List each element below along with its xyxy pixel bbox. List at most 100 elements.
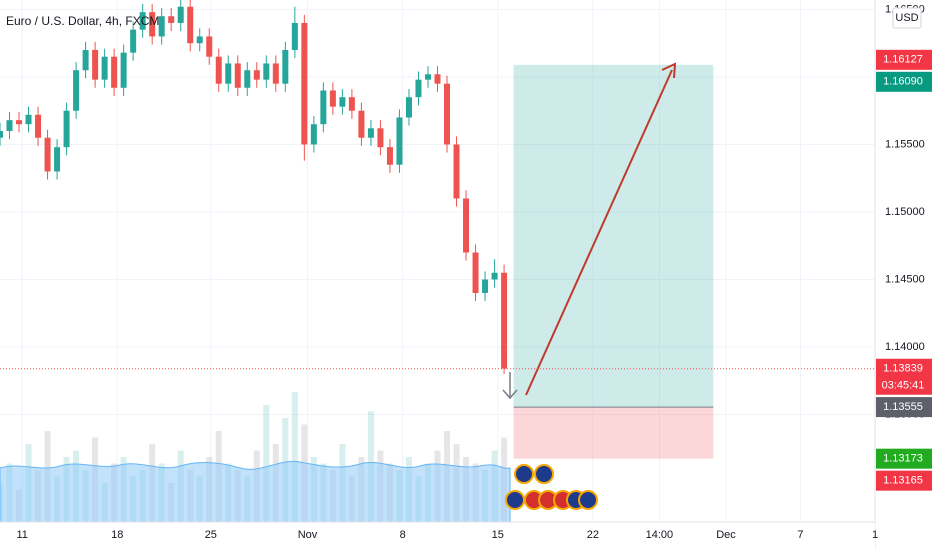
- candle-body: [149, 12, 156, 37]
- candle-body: [101, 56, 108, 80]
- x-tick-label: 25: [205, 529, 217, 541]
- x-tick-label: 7: [797, 529, 803, 541]
- candle-body: [244, 70, 251, 88]
- candle-body: [234, 63, 241, 88]
- candle-body: [501, 272, 508, 369]
- candle-body: [272, 63, 279, 84]
- price-label-bg: [876, 448, 932, 469]
- price-label-bg: [876, 49, 932, 70]
- axes: 1.165001.160001.155001.150001.145001.140…: [16, 3, 924, 541]
- arrow-head: [661, 62, 677, 79]
- price-label: 1.13173: [883, 453, 923, 465]
- currency-label[interactable]: USD: [895, 12, 918, 24]
- currency-button[interactable]: [892, 7, 922, 29]
- candle-body: [6, 120, 13, 131]
- candle-body: [472, 252, 479, 294]
- candle-body: [225, 63, 232, 84]
- y-tick-label: 1.15000: [885, 206, 925, 218]
- candle-body: [263, 63, 270, 80]
- candle-body: [310, 124, 317, 145]
- y-tick-label: 1.14000: [885, 341, 925, 353]
- candle-body: [0, 130, 3, 138]
- candle-body: [25, 114, 32, 125]
- time-axis-bg: [0, 522, 875, 550]
- candle-body: [301, 22, 308, 145]
- candle-body: [329, 90, 336, 107]
- candle-body: [405, 97, 412, 118]
- event-icon: [534, 464, 554, 484]
- event-icon: [514, 464, 534, 484]
- chart-title: Euro / U.S. Dollar, 4h, FXCM: [6, 14, 159, 28]
- drawings: [502, 62, 677, 400]
- candle-body: [92, 49, 99, 80]
- x-tick-label: 1: [872, 529, 878, 541]
- price-label: 1.13555: [883, 401, 923, 413]
- candle-body: [187, 6, 194, 44]
- position-tool: [513, 64, 714, 459]
- event-icons: [505, 464, 598, 510]
- x-tick-label: 18: [111, 529, 123, 541]
- candle-body: [253, 70, 260, 80]
- candle-body: [434, 74, 441, 84]
- x-tick-label: 8: [400, 529, 406, 541]
- candle-body: [463, 198, 470, 253]
- candle-body: [177, 6, 184, 23]
- x-tick-label: 11: [16, 529, 27, 541]
- candle-body: [35, 114, 42, 138]
- y-tick-label: 1.14500: [885, 273, 925, 285]
- volume-bar: [291, 392, 298, 522]
- candle-body: [377, 128, 384, 148]
- target-arrow: [525, 69, 673, 396]
- candle-body: [386, 147, 393, 165]
- loss-zone: [513, 407, 714, 459]
- candle-body: [130, 29, 137, 53]
- price-label-bg: [876, 397, 932, 418]
- volume-bar: [263, 405, 270, 522]
- candle-body: [196, 36, 203, 44]
- candle-body: [54, 147, 61, 172]
- candle-body: [396, 117, 403, 165]
- price-label-bg: [876, 470, 932, 491]
- candle-body: [120, 52, 127, 88]
- x-tick-label: Dec: [716, 529, 736, 541]
- price-label: 1.13839: [883, 363, 923, 375]
- candles: [0, 0, 508, 375]
- candle-body: [444, 83, 451, 145]
- down-arrow-head: [502, 389, 518, 400]
- volume-ma-area: [0, 460, 511, 523]
- candle-body: [63, 110, 70, 148]
- candle-body: [73, 70, 80, 111]
- candle-body: [348, 97, 355, 111]
- event-icon: [505, 490, 525, 510]
- candle-body: [168, 16, 175, 23]
- candle-body: [491, 272, 498, 280]
- candle-body: [111, 56, 118, 88]
- price-label: 1.16090: [883, 76, 923, 88]
- candle-body: [139, 12, 146, 30]
- candle-body: [482, 279, 489, 294]
- candle-body: [320, 90, 327, 125]
- event-icon: [578, 490, 598, 510]
- candle-body: [16, 120, 23, 125]
- price-label-bg: [876, 358, 932, 395]
- x-tick-label: 14:00: [646, 529, 674, 541]
- x-tick-label: Nov: [298, 529, 318, 541]
- y-tick-label: 1.15500: [885, 138, 925, 150]
- candle-body: [215, 56, 222, 84]
- candle-body: [206, 36, 213, 57]
- x-tick-label: 15: [492, 529, 504, 541]
- candle-body: [158, 16, 165, 37]
- candle-body: [44, 137, 51, 172]
- countdown: 03:45:41: [882, 380, 925, 392]
- price-label-bg: [876, 71, 932, 92]
- candle-body: [415, 79, 422, 98]
- candle-body: [282, 49, 289, 84]
- candle-body: [82, 49, 89, 71]
- price-label: 1.16127: [883, 54, 923, 66]
- candle-body: [358, 110, 365, 138]
- candle-body: [367, 128, 374, 138]
- x-tick-label: 22: [587, 529, 599, 541]
- candle-body: [339, 97, 346, 107]
